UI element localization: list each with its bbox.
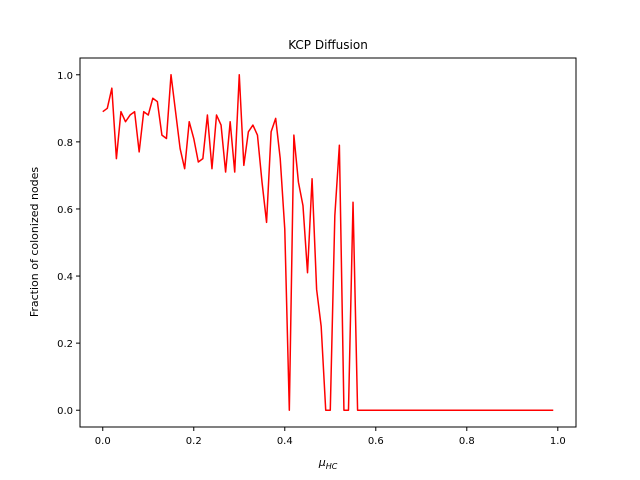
x-tick-label: 0.8: [459, 436, 475, 447]
x-tick-label: 0.2: [186, 436, 202, 447]
x-tick-label: 0.0: [95, 436, 111, 447]
series-line: [102, 74, 554, 411]
x-tick-label: 0.4: [277, 436, 293, 447]
x-axis-ticks: 0.0 0.2 0.4 0.6 0.8 1.0: [95, 427, 566, 447]
y-tick-label: 0.2: [57, 339, 73, 350]
axes-frame: [79, 57, 577, 428]
chart-title: KCP Diffusion: [288, 38, 368, 52]
x-axis-label-sub: HC: [326, 462, 338, 471]
y-axis-label: Fraction of colonized nodes: [28, 167, 41, 318]
x-tick-label: 0.6: [368, 436, 384, 447]
y-axis-ticks: 0.0 0.2 0.4 0.6 0.8 1.0: [57, 71, 80, 417]
y-tick-label: 0.6: [57, 205, 73, 216]
x-tick-label: 1.0: [550, 436, 566, 447]
y-tick-label: 1.0: [57, 71, 73, 82]
x-axis-label: μHC: [318, 456, 338, 471]
plot-area: 0.0 0.2 0.4 0.6 0.8 1.0 0.0 0.2 0.4 0.6 0.8 1.0: [57, 57, 577, 447]
series-layer: [102, 74, 554, 411]
y-tick-label: 0.0: [57, 406, 73, 417]
x-axis-label-main: μ: [318, 456, 326, 469]
y-tick-label: 0.4: [57, 272, 73, 283]
y-tick-label: 0.8: [57, 138, 73, 149]
